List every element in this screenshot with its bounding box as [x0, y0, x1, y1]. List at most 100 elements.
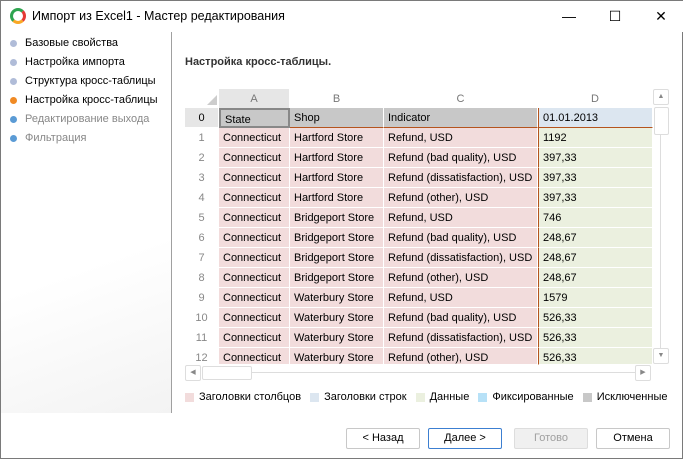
grid-cell[interactable]: Connecticut — [219, 128, 290, 148]
grid-cell[interactable]: 248,67 — [538, 228, 653, 248]
row-number: 12 — [185, 348, 219, 365]
step-bullet-icon — [10, 134, 17, 142]
horizontal-scrollbar[interactable]: ◀ ▶ — [185, 365, 653, 381]
grid-cell[interactable]: Connecticut — [219, 268, 290, 288]
grid-cell[interactable]: Connecticut — [219, 208, 290, 228]
grid-cell[interactable]: State — [219, 108, 290, 128]
row-number: 2 — [185, 148, 219, 168]
legend-swatch — [415, 392, 425, 402]
grid-cell[interactable]: Connecticut — [219, 228, 290, 248]
legend-item: Заголовки строк — [310, 390, 407, 404]
step-bullet-icon — [10, 77, 17, 85]
grid-cell[interactable]: Hartford Store — [290, 128, 384, 148]
legend: Заголовки столбцов Заголовки строк Данные Ф… — [185, 390, 683, 404]
grid-cell[interactable]: Waterbury Store — [290, 348, 384, 365]
horizontal-scroll-track[interactable] — [252, 372, 635, 373]
cancel-button[interactable]: Отмена — [596, 428, 670, 449]
legend-swatch — [582, 392, 592, 402]
select-all-corner-icon[interactable] — [207, 95, 217, 105]
grid-cell[interactable]: Hartford Store — [290, 188, 384, 208]
grid-cell[interactable]: Connecticut — [219, 168, 290, 188]
step-bullet-icon — [10, 115, 17, 123]
grid-cell[interactable]: Refund (bad quality), USD — [384, 148, 538, 168]
grid-cell[interactable]: Waterbury Store — [290, 308, 384, 328]
divider — [171, 32, 172, 413]
next-button[interactable]: Далее > — [428, 428, 502, 449]
title-bar: Импорт из Excel1 - Мастер редактирования… — [1, 1, 683, 32]
row-number: 11 — [185, 328, 219, 348]
grid-cell[interactable]: 01.01.2013 — [538, 108, 653, 128]
legend-item: Фиксированные — [478, 390, 574, 404]
grid-cell[interactable]: Bridgeport Store — [290, 228, 384, 248]
step-item: Фильтрация — [10, 129, 86, 147]
grid-cell[interactable]: Refund, USD — [384, 208, 538, 228]
grid-cell[interactable]: 248,67 — [538, 248, 653, 268]
grid-cell[interactable]: Waterbury Store — [290, 328, 384, 348]
step-label: Настройка импорта — [25, 56, 125, 68]
grid-cell[interactable]: 526,33 — [538, 328, 653, 348]
grid-cell[interactable]: Refund (dissatisfaction), USD — [384, 328, 538, 348]
step-item: Структура кросс-таблицы — [10, 72, 156, 90]
step-item: Базовые свойства — [10, 34, 118, 52]
finish-button[interactable]: Готово — [514, 428, 588, 449]
back-button[interactable]: < Назад — [346, 428, 420, 449]
grid-cell[interactable]: Refund (bad quality), USD — [384, 228, 538, 248]
legend-label: Заголовки строк — [324, 391, 407, 403]
legend-swatch — [478, 392, 488, 402]
grid-cell[interactable]: Refund (other), USD — [384, 348, 538, 365]
row-number: 10 — [185, 308, 219, 328]
vertical-scrollbar[interactable]: ▲ ▼ — [653, 89, 669, 365]
vertical-scroll-thumb[interactable] — [654, 107, 669, 135]
horizontal-scroll-thumb[interactable] — [202, 366, 252, 380]
grid-cell[interactable]: 397,33 — [538, 148, 653, 168]
grid-cell[interactable]: Waterbury Store — [290, 288, 384, 308]
grid-cell[interactable]: Refund (dissatisfaction), USD — [384, 168, 538, 188]
steps-panel: Базовые свойства Настройка импорта Структу… — [1, 32, 171, 413]
scroll-right-icon[interactable]: ▶ — [635, 365, 651, 381]
grid-cell[interactable]: Connecticut — [219, 148, 290, 168]
row-number: 6 — [185, 228, 219, 248]
row-number: 7 — [185, 248, 219, 268]
grid-cell[interactable]: 1192 — [538, 128, 653, 148]
grid-cell[interactable]: 526,33 — [538, 348, 653, 365]
grid-cell[interactable]: Indicator — [384, 108, 538, 128]
grid-cell[interactable]: Connecticut — [219, 288, 290, 308]
grid-cell[interactable]: Refund (other), USD — [384, 268, 538, 288]
scroll-up-icon[interactable]: ▲ — [653, 89, 669, 105]
maximize-button[interactable]: ☐ — [608, 8, 622, 24]
grid-cell[interactable]: 526,33 — [538, 308, 653, 328]
grid-cell[interactable]: 248,67 — [538, 268, 653, 288]
grid-cell[interactable]: Hartford Store — [290, 148, 384, 168]
grid-cell[interactable]: Bridgeport Store — [290, 208, 384, 228]
vertical-scroll-track[interactable] — [660, 135, 661, 349]
grid-cell[interactable]: 397,33 — [538, 168, 653, 188]
grid-cell[interactable]: Refund (bad quality), USD — [384, 308, 538, 328]
grid-cell[interactable]: Refund, USD — [384, 288, 538, 308]
grid-cell[interactable]: Bridgeport Store — [290, 268, 384, 288]
close-button[interactable]: ✕ — [655, 8, 667, 24]
grid-cell[interactable]: Refund, USD — [384, 128, 538, 148]
row-number: 3 — [185, 168, 219, 188]
grid-cell[interactable]: Shop — [290, 108, 384, 128]
column-header: A — [219, 89, 290, 109]
scroll-left-icon[interactable]: ◀ — [185, 365, 201, 381]
grid-cell[interactable]: Refund (dissatisfaction), USD — [384, 248, 538, 268]
grid-cell[interactable]: Connecticut — [219, 248, 290, 268]
grid-cell[interactable]: Connecticut — [219, 188, 290, 208]
grid-cell[interactable]: Connecticut — [219, 328, 290, 348]
legend-swatch — [185, 392, 194, 402]
scroll-down-icon[interactable]: ▼ — [653, 348, 669, 364]
window-title: Импорт из Excel1 - Мастер редактирования — [32, 9, 285, 23]
grid-cell[interactable]: Connecticut — [219, 308, 290, 328]
grid-cell[interactable]: Connecticut — [219, 348, 290, 365]
grid-cell[interactable]: Refund (other), USD — [384, 188, 538, 208]
minimize-button[interactable]: — — [562, 8, 576, 24]
grid-cell[interactable]: 1579 — [538, 288, 653, 308]
grid-cell[interactable]: 746 — [538, 208, 653, 228]
legend-label: Данные — [429, 391, 470, 403]
grid-cell[interactable]: Hartford Store — [290, 168, 384, 188]
grid-cell[interactable]: Bridgeport Store — [290, 248, 384, 268]
step-bullet-icon — [10, 58, 17, 66]
legend-label: Фиксированные — [492, 391, 574, 403]
grid-cell[interactable]: 397,33 — [538, 188, 653, 208]
